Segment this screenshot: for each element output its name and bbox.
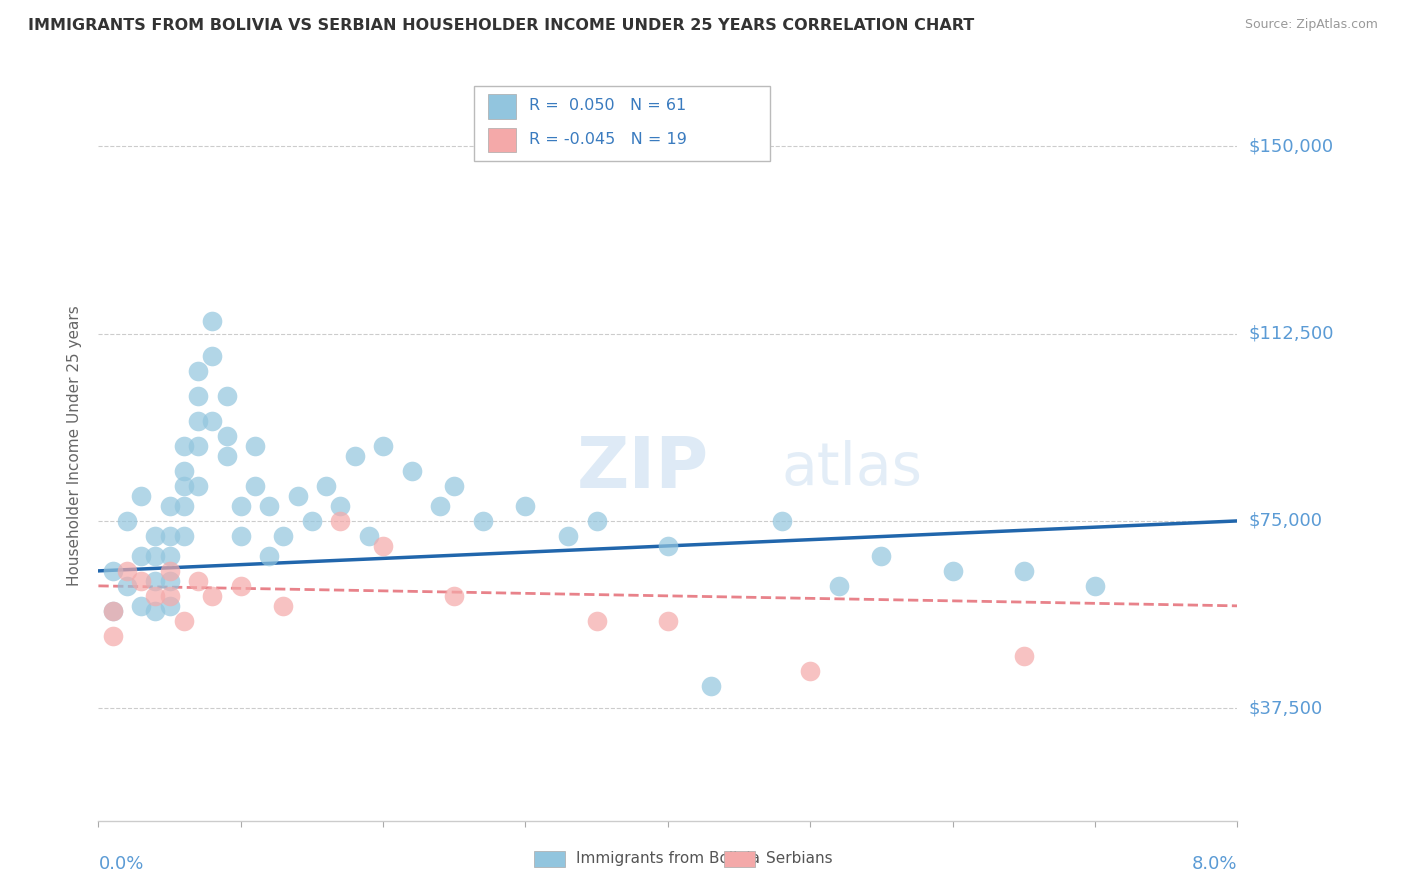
Point [1084,579,1107,593]
Point [159,529,181,543]
Point [187,389,209,403]
Point [159,599,181,613]
Point [828,579,851,593]
Point [173,464,195,478]
Point [301,514,323,528]
Point [201,414,224,428]
Point [799,664,821,678]
Text: ZIP: ZIP [576,434,709,503]
Text: Source: ZipAtlas.com: Source: ZipAtlas.com [1244,18,1378,31]
Point [173,479,195,493]
Y-axis label: Householder Income Under 25 years: Householder Income Under 25 years [67,306,83,586]
Point [129,599,152,613]
Point [515,499,537,513]
Point [159,589,181,603]
Point [187,414,209,428]
Text: 0.0%: 0.0% [98,855,143,873]
Point [215,389,238,403]
Point [159,549,181,563]
Text: R =  0.050   N = 61: R = 0.050 N = 61 [529,98,686,113]
Point [173,614,195,628]
Point [329,514,352,528]
Point [129,489,152,503]
Point [145,549,167,563]
Point [401,464,423,478]
FancyBboxPatch shape [474,87,770,161]
Point [187,574,209,588]
Point [187,439,209,453]
Point [243,479,266,493]
Text: $75,000: $75,000 [1249,512,1323,530]
Point [557,529,579,543]
Point [215,429,238,443]
Point [101,604,124,618]
Text: atlas: atlas [782,440,922,497]
Point [585,614,607,628]
Bar [488,94,516,119]
Point [443,479,465,493]
Point [343,449,366,463]
Point [101,629,124,643]
Point [145,529,167,543]
Point [471,514,494,528]
Point [273,529,295,543]
Text: $150,000: $150,000 [1249,137,1333,155]
Point [173,439,195,453]
Point [129,549,152,563]
Point [159,574,181,588]
Point [145,574,167,588]
Point [259,549,281,563]
Point [201,349,224,363]
Point [371,439,394,453]
Point [145,589,167,603]
Point [115,514,138,528]
Point [159,564,181,578]
Point [229,499,252,513]
Point [429,499,451,513]
Point [329,499,352,513]
Text: $112,500: $112,500 [1249,325,1334,343]
Text: $37,500: $37,500 [1249,699,1323,717]
Point [145,604,167,618]
Point [585,514,607,528]
Point [1012,648,1035,663]
Text: R = -0.045   N = 19: R = -0.045 N = 19 [529,132,686,147]
Point [159,499,181,513]
Text: Serbians: Serbians [766,852,832,866]
Point [870,549,893,563]
Bar [488,128,516,153]
Point [443,589,465,603]
Point [229,529,252,543]
Point [187,364,209,378]
Point [770,514,793,528]
Point [101,564,124,578]
Point [287,489,309,503]
Point [942,564,965,578]
Point [173,529,195,543]
Text: IMMIGRANTS FROM BOLIVIA VS SERBIAN HOUSEHOLDER INCOME UNDER 25 YEARS CORRELATION: IMMIGRANTS FROM BOLIVIA VS SERBIAN HOUSE… [28,18,974,33]
Point [273,599,295,613]
Point [1012,564,1035,578]
Point [187,479,209,493]
Point [357,529,380,543]
Point [371,539,394,553]
Point [229,579,252,593]
Point [201,589,224,603]
Point [699,679,721,693]
Point [215,449,238,463]
Point [657,539,679,553]
Text: 8.0%: 8.0% [1192,855,1237,873]
Point [115,579,138,593]
Point [101,604,124,618]
Point [173,499,195,513]
Point [129,574,152,588]
Text: Immigrants from Bolivia: Immigrants from Bolivia [576,852,761,866]
Point [201,314,224,328]
Point [259,499,281,513]
Point [315,479,337,493]
Point [115,564,138,578]
Point [243,439,266,453]
Point [657,614,679,628]
